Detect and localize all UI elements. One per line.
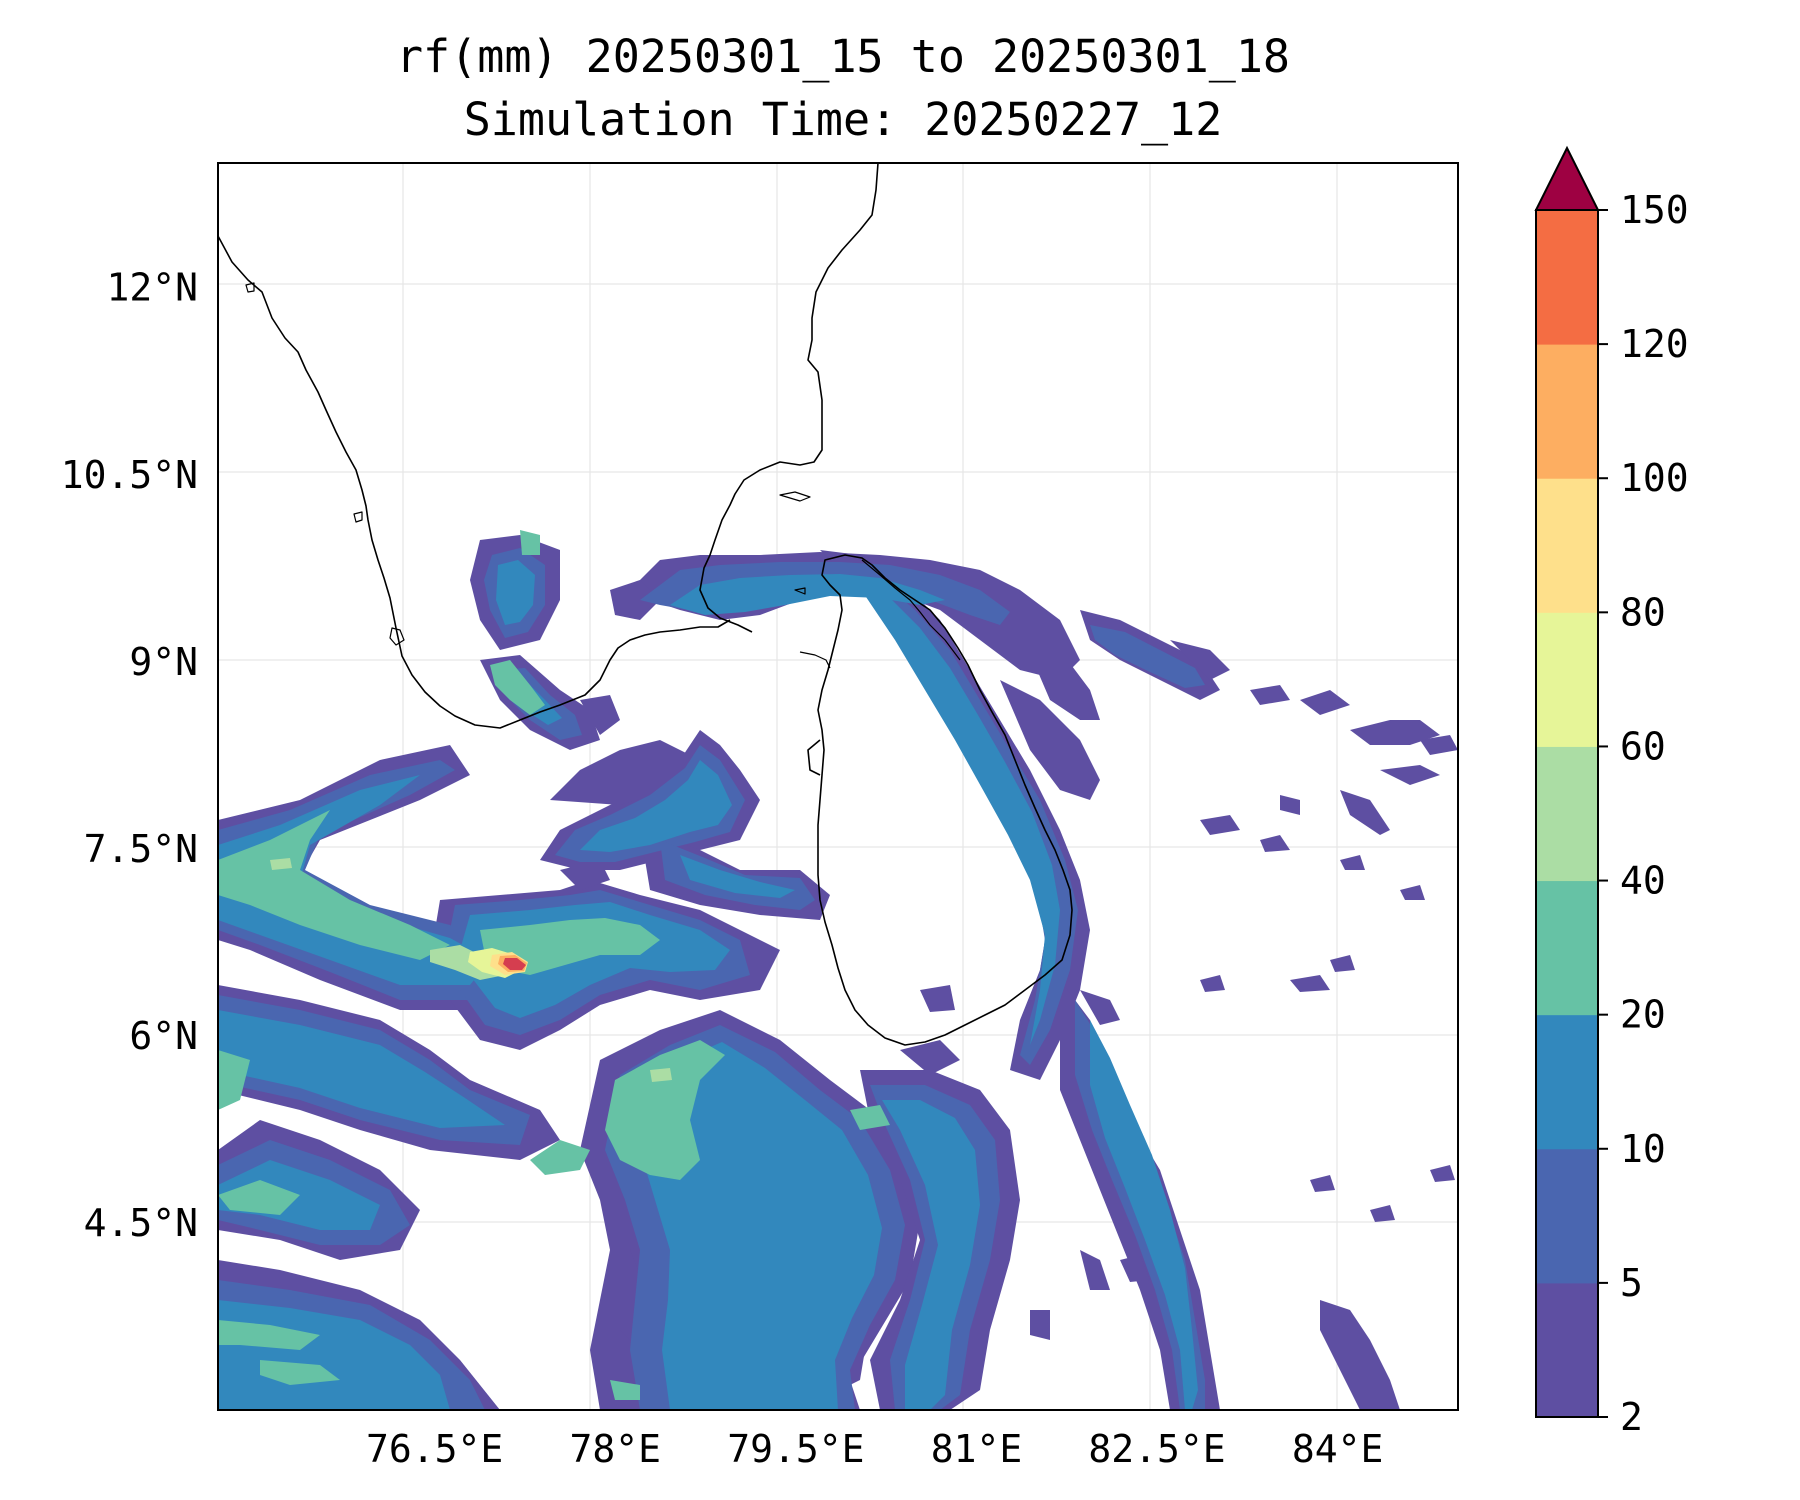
colorbar-band — [1536, 880, 1598, 1016]
colorbar-tick-label: 40 — [1620, 859, 1666, 903]
rainfall-band-120-150 — [503, 958, 526, 970]
colorbar-bands — [1536, 210, 1598, 1418]
colorbar-tick-label: 10 — [1620, 1127, 1666, 1171]
map-frame — [217, 162, 1459, 1411]
longitude-tick-labels: 76.5°E 78°E 79.5°E 81°E 82.5°E 84°E — [366, 1427, 1383, 1471]
colorbar-band — [1536, 746, 1598, 882]
colorbar: 2 5 10 20 40 60 80 100 120 150 — [1534, 145, 1689, 1439]
india-east-coastline — [699, 163, 879, 633]
colorbar-tick-label: 2 — [1620, 1395, 1643, 1439]
colorbar-tick-label: 100 — [1620, 456, 1689, 500]
rainfall-contours — [218, 530, 1458, 1410]
map-title: rf(mm) 20250301_15 to 20250301_18 — [395, 30, 1291, 83]
rainfall-band-10-20 — [218, 560, 1198, 1410]
colorbar-tick-labels: 2 5 10 20 40 60 80 100 120 150 — [1598, 188, 1689, 1439]
colorbar-band — [1536, 478, 1598, 613]
longitude-tick-label: 81°E — [931, 1427, 1023, 1471]
colorbar-extend-arrow — [1534, 145, 1600, 211]
colorbar-tick-label: 150 — [1620, 188, 1689, 232]
colorbar-band — [1536, 612, 1598, 747]
longitude-tick-label: 84°E — [1292, 1427, 1384, 1471]
map-subtitle: Simulation Time: 20250227_12 — [463, 93, 1223, 146]
colorbar-tick-label: 5 — [1620, 1261, 1643, 1305]
sri-lanka-coastline — [817, 554, 1073, 1046]
latitude-tick-label: 6°N — [129, 1014, 198, 1058]
longitude-tick-label: 76.5°E — [366, 1427, 503, 1471]
longitude-tick-label: 79.5°E — [727, 1427, 864, 1471]
colorbar-band — [1536, 1148, 1598, 1284]
latitude-tick-label: 4.5°N — [84, 1201, 198, 1245]
colorbar-band — [1536, 1282, 1598, 1418]
coastlines — [218, 163, 1073, 1046]
latitude-tick-labels: 12°N 10.5°N 9°N 7.5°N 6°N 4.5°N — [61, 266, 198, 1245]
colorbar-band — [1536, 344, 1598, 479]
colorbar-tick-label: 120 — [1620, 322, 1689, 366]
latitude-tick-label: 9°N — [129, 640, 198, 684]
longitude-tick-label: 82.5°E — [1088, 1427, 1225, 1471]
india-west-coastline — [218, 235, 731, 729]
map-plot-area — [217, 162, 1459, 1411]
colorbar-band — [1536, 1014, 1598, 1150]
rainfall-band-20-40 — [218, 530, 890, 1400]
colorbar-band — [1536, 210, 1598, 345]
colorbar-tick-label: 20 — [1620, 993, 1666, 1037]
latitude-tick-label: 12°N — [106, 266, 198, 310]
colorbar-tick-label: 60 — [1620, 724, 1666, 768]
latitude-tick-label: 7.5°N — [84, 827, 198, 871]
latitude-tick-label: 10.5°N — [61, 453, 198, 497]
colorbar-tick-label: 80 — [1620, 590, 1666, 634]
longitude-tick-label: 78°E — [570, 1427, 662, 1471]
colorbar-frame — [1535, 209, 1599, 1418]
